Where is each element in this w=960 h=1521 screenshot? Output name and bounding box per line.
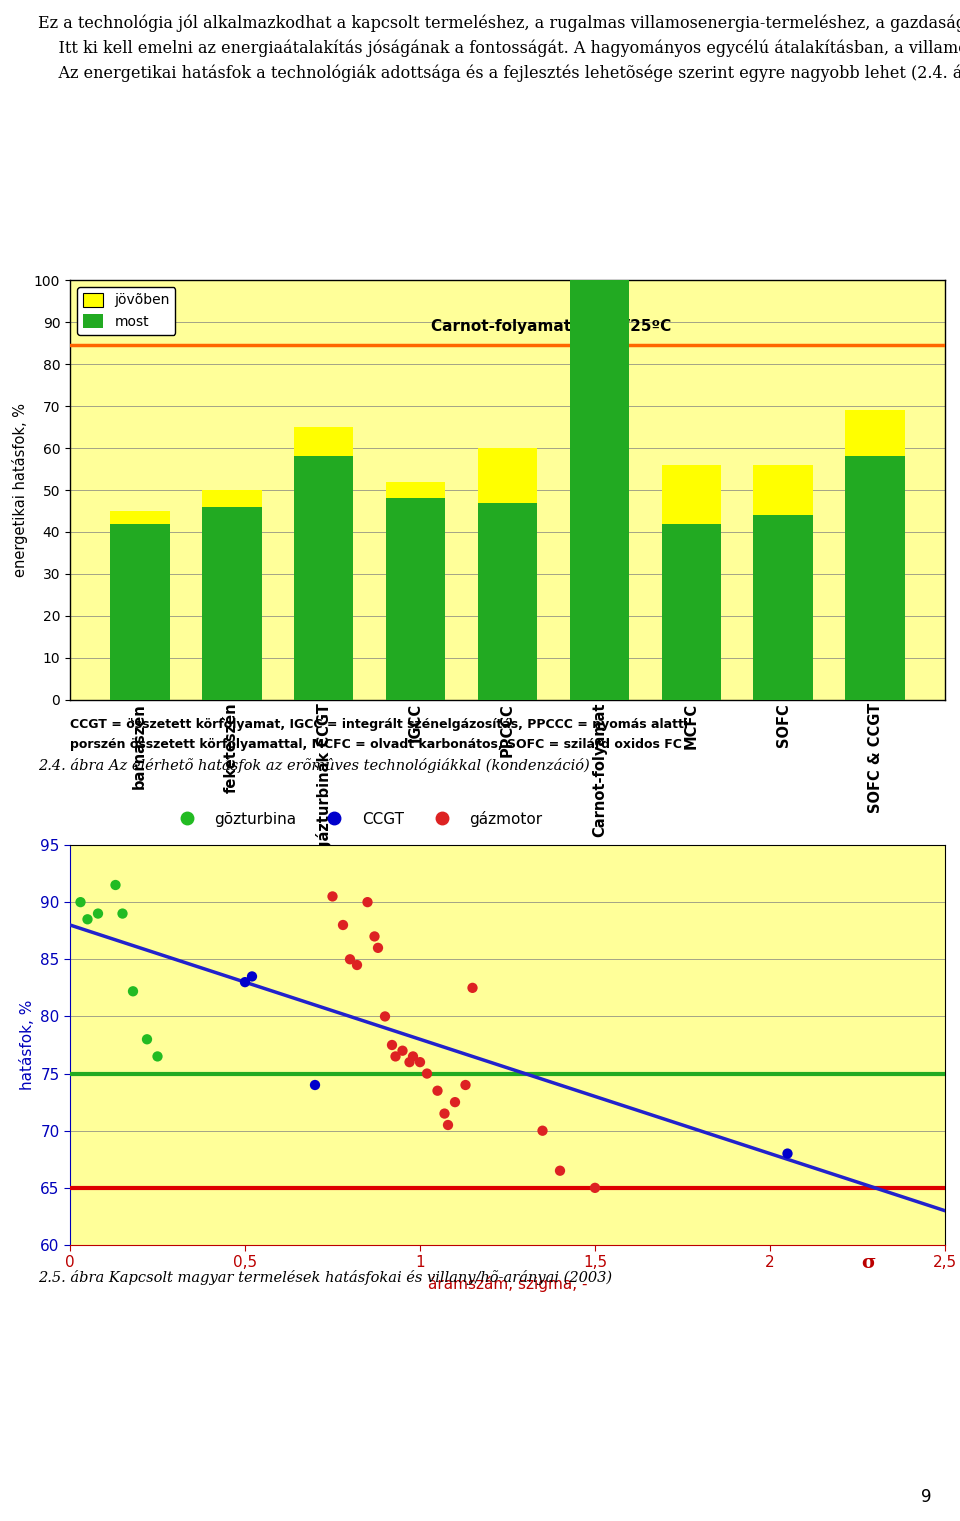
Text: Ez a technológia jól alkalmazkodhat a kapcsolt termeléshez, a rugalmas villamose: Ez a technológia jól alkalmazkodhat a ka… (38, 15, 960, 82)
Point (377, 1004, 393, 1028)
Point (237, 970, 252, 995)
Point (447, 1091, 463, 1115)
Point (780, 1141, 795, 1165)
Text: 2.4. ábra Az elérhetõ hatásfok az erõmûves technológiákkal (kondenzáció): 2.4. ábra Az elérhetõ hatásfok az erõmûv… (38, 757, 590, 773)
Point (126, 980, 141, 1004)
Bar (754, 465, 813, 516)
Point (588, 1176, 603, 1200)
Bar (478, 449, 538, 502)
Y-axis label: energetikai hatásfok, %: energetikai hatásfok, % (12, 403, 29, 576)
Point (307, 1072, 323, 1097)
Legend: gõzturbina, CCGT, gázmotor: gõzturbina, CCGT, gázmotor (165, 805, 549, 834)
Point (115, 902, 131, 926)
Point (388, 1045, 403, 1069)
Text: CCGT = összetett körfolyamat, IGCC = integrált szénelgázosítás, PPCCC = nyomás a: CCGT = összetett körfolyamat, IGCC = int… (70, 718, 688, 732)
Point (90, 902, 106, 926)
Text: σ: σ (861, 1255, 876, 1272)
Point (437, 1101, 452, 1126)
Point (324, 884, 340, 908)
Bar (846, 411, 905, 456)
Text: Carnot-folyamat, 1600/25ºC: Carnot-folyamat, 1600/25ºC (431, 319, 671, 333)
Bar (661, 465, 721, 523)
Bar (294, 456, 353, 700)
Point (360, 890, 375, 914)
Point (139, 1027, 155, 1051)
Bar (109, 523, 170, 700)
Y-axis label: hatásfok, %: hatásfok, % (19, 999, 35, 1091)
Bar (846, 456, 905, 700)
Point (343, 948, 358, 972)
Legend: jövõben, most: jövõben, most (77, 287, 176, 335)
Point (244, 964, 259, 989)
Bar (386, 499, 445, 700)
Bar (294, 427, 353, 456)
Bar (109, 511, 170, 523)
Bar (202, 490, 261, 506)
Point (384, 1033, 399, 1057)
Point (367, 925, 382, 949)
Bar (386, 482, 445, 499)
Point (150, 1045, 165, 1069)
Point (395, 1039, 410, 1063)
Text: 9: 9 (921, 1488, 931, 1506)
Point (405, 1045, 420, 1069)
Point (430, 1078, 445, 1103)
X-axis label: erõmû-technológiák: erõmû-technológiák (414, 969, 602, 987)
Bar (754, 516, 813, 700)
Point (552, 1159, 567, 1183)
Point (349, 952, 365, 976)
Point (458, 1072, 473, 1097)
Point (465, 975, 480, 999)
Point (413, 1049, 428, 1074)
Bar (569, 280, 630, 700)
Text: porszén összetett körfolyamattal, MCFC = olvadt karbonátos, SOFC = szilárd oxido: porszén összetett körfolyamattal, MCFC =… (70, 738, 682, 751)
Text: 2.5. ábra Kapcsolt magyar termelések hatásfokai és villany/hõ-arányai (2003): 2.5. ábra Kapcsolt magyar termelések hat… (38, 1270, 612, 1285)
Point (402, 1049, 418, 1074)
X-axis label: áramszám, szigma, -: áramszám, szigma, - (428, 1276, 588, 1291)
Point (371, 935, 386, 960)
Point (441, 1113, 456, 1138)
Point (108, 873, 123, 897)
Point (420, 1062, 435, 1086)
Bar (478, 502, 538, 700)
Point (80, 907, 95, 931)
Bar (202, 506, 261, 700)
Point (335, 913, 350, 937)
Bar (661, 523, 721, 700)
Point (73, 890, 88, 914)
Point (535, 1118, 550, 1142)
